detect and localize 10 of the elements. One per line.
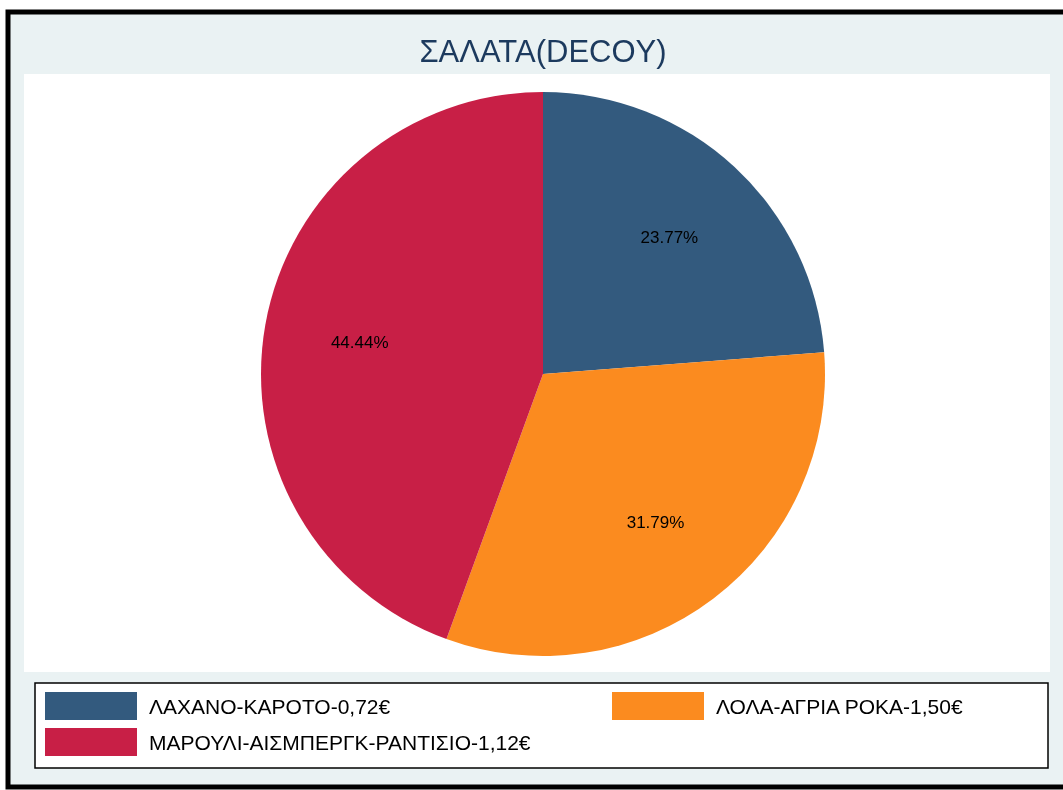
legend-label: ΜΑΡΟΥΛΙ-ΑΙΣΜΠΕΡΓΚ-ΡΑΝΤΙΣΙΟ-1,12€ xyxy=(149,731,531,754)
chart-title: ΣΑΛΑΤΑ(DECOY) xyxy=(419,34,667,69)
legend-label: ΛΑΧΑΝΟ-ΚΑΡΟΤΟ-0,72€ xyxy=(149,695,391,718)
pie-slice xyxy=(261,92,543,639)
data-label: 31.79% xyxy=(626,513,685,533)
data-label: 44.44% xyxy=(330,332,389,352)
legend-label: ΛΟΛΑ-ΑΓΡΙΑ ΡΟΚΑ-1,50€ xyxy=(716,695,963,718)
data-label: 23.77% xyxy=(640,228,699,248)
pie-slice xyxy=(543,92,825,374)
pie-slice xyxy=(446,352,825,656)
